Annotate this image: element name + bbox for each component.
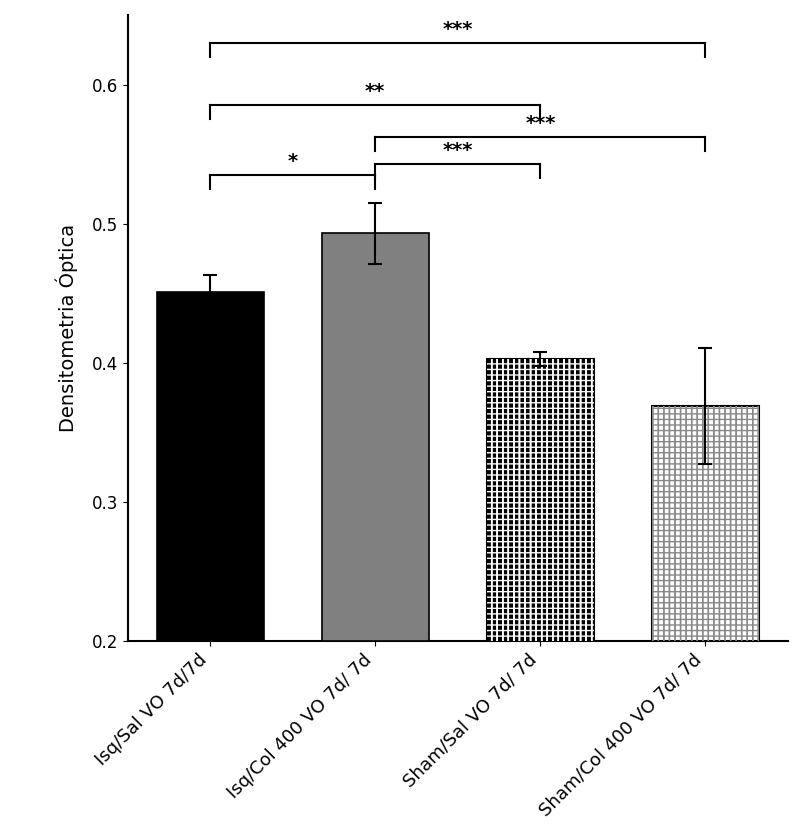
Text: ***: *** — [442, 141, 472, 159]
Bar — [486, 359, 593, 641]
Text: *: * — [287, 152, 298, 171]
Bar — [486, 359, 593, 641]
Bar — [486, 359, 593, 641]
Bar — [486, 359, 593, 641]
Text: ***: *** — [525, 114, 555, 134]
Bar — [322, 234, 428, 641]
Bar — [651, 406, 758, 641]
Bar — [651, 406, 758, 641]
Bar — [486, 359, 593, 641]
Bar — [651, 406, 758, 641]
Text: ***: *** — [442, 20, 472, 38]
Bar — [486, 359, 593, 641]
Y-axis label: Densitometria Óptica: Densitometria Óptica — [55, 224, 78, 433]
Text: **: ** — [365, 83, 385, 101]
Bar — [486, 359, 593, 641]
Bar — [651, 406, 758, 641]
Bar — [156, 292, 264, 641]
